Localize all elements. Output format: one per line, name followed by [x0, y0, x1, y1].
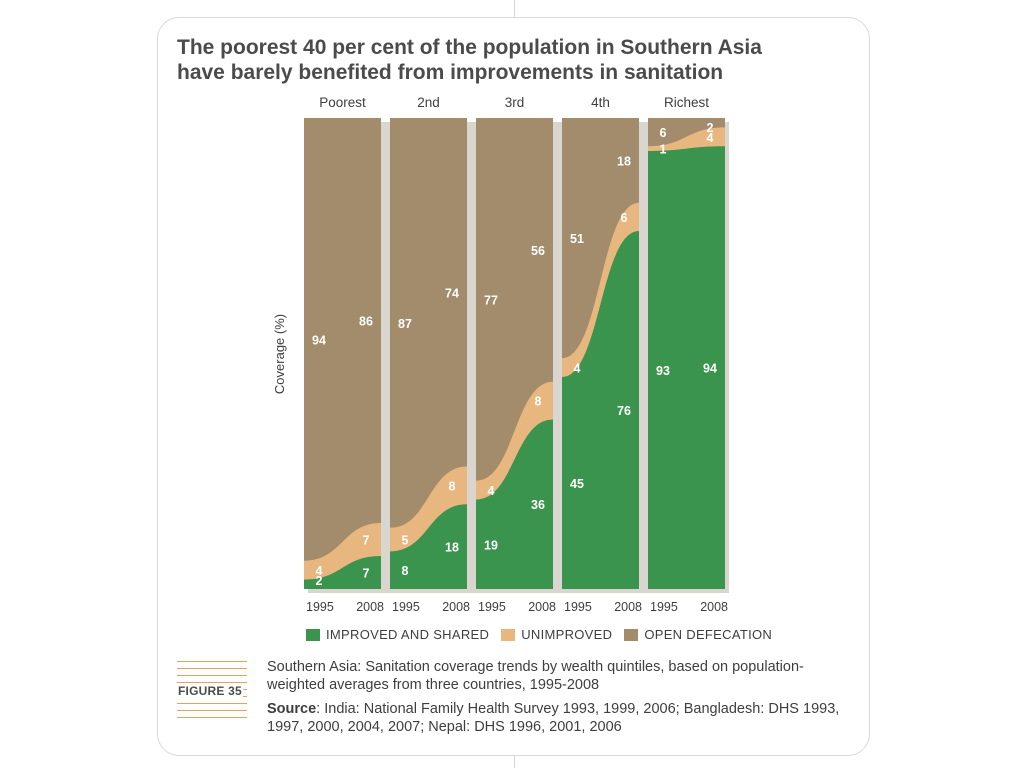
- panel-2nd: [390, 118, 467, 589]
- x-tick-richest-1995: 1995: [650, 600, 678, 614]
- legend-label-improved: IMPROVED AND SHARED: [326, 627, 490, 642]
- data-label-3rd-1995-unimproved: 4: [488, 484, 495, 498]
- page-divider-bottom: [514, 756, 515, 768]
- panel-label-richest: Richest: [664, 95, 709, 110]
- area-poorest-open-defecation: [304, 118, 381, 589]
- data-label-4th-1995-open-defecation: 51: [570, 232, 584, 246]
- figure-caption: Southern Asia: Sanitation coverage trend…: [267, 658, 857, 736]
- data-label-richest-2008-unimproved: 4: [707, 131, 714, 145]
- legend-swatch-unimproved: [501, 628, 516, 641]
- area-richest-improved-and-shared: [648, 146, 725, 589]
- data-label-3rd-1995-improved-and-shared: 19: [484, 538, 498, 552]
- y-axis-label: Coverage (%): [272, 314, 287, 394]
- panel-richest: [648, 118, 725, 590]
- source-text: : India: National Family Health Survey 1…: [267, 701, 840, 735]
- area-4th-improved-and-shared: [562, 231, 639, 590]
- x-tick-poorest-1995: 1995: [306, 600, 334, 614]
- data-label-poorest-2008-open-defecation: 86: [359, 315, 373, 329]
- x-tick-richest-2008: 2008: [700, 600, 728, 614]
- data-label-3rd-2008-open-defecation: 56: [531, 244, 545, 258]
- data-label-2nd-2008-improved-and-shared: 18: [445, 541, 459, 555]
- source-label: Source: [267, 701, 317, 717]
- data-label-richest-1995-unimproved: 1: [660, 143, 667, 157]
- data-label-richest-2008-open-defecation: 2: [707, 121, 714, 135]
- legend-swatch-open-defecation: [624, 628, 639, 641]
- x-tick-4th-2008: 2008: [614, 600, 642, 614]
- page-divider-top: [514, 0, 515, 17]
- legend-item-improved: IMPROVED AND SHARED: [306, 627, 489, 642]
- legend-label-open-defecation: OPEN DEFECATION: [644, 627, 773, 642]
- legend-item-unimproved: UNIMPROVED: [501, 627, 612, 642]
- data-label-poorest-2008-unimproved: 7: [363, 534, 370, 548]
- panel-label-poorest: Poorest: [319, 95, 366, 110]
- data-label-2nd-1995-open-defecation: 87: [398, 317, 412, 331]
- data-label-3rd-1995-open-defecation: 77: [484, 293, 498, 307]
- data-label-richest-1995-improved-and-shared: 93: [656, 364, 670, 378]
- data-label-4th-2008-open-defecation: 18: [617, 154, 631, 168]
- data-label-richest-2008-improved-and-shared: 94: [703, 362, 717, 376]
- data-label-4th-2008-improved-and-shared: 76: [617, 404, 631, 418]
- area-3rd-improved-and-shared: [476, 419, 553, 589]
- data-label-2nd-1995-unimproved: 5: [402, 534, 409, 548]
- panel-label-2nd: 2nd: [417, 95, 440, 110]
- legend-item-open-defecation: OPEN DEFECATION: [624, 627, 772, 642]
- panel-3rd: [476, 118, 553, 589]
- panel-label-4th: 4th: [591, 95, 610, 110]
- data-label-poorest-2008-improved-and-shared: 7: [363, 567, 370, 581]
- data-label-poorest-1995-open-defecation: 94: [312, 333, 326, 347]
- data-label-richest-1995-open-defecation: 6: [660, 126, 667, 140]
- data-label-4th-2008-unimproved: 6: [621, 211, 628, 225]
- data-label-2nd-2008-open-defecation: 74: [445, 286, 459, 300]
- legend-swatch-improved: [306, 628, 320, 641]
- chart-title-line-2: have barely benefited from improvements …: [177, 61, 724, 84]
- x-tick-2nd-1995: 1995: [392, 600, 420, 614]
- data-label-2nd-1995-improved-and-shared: 8: [402, 564, 409, 578]
- data-label-2nd-2008-unimproved: 8: [449, 479, 456, 493]
- legend-label-unimproved: UNIMPROVED: [521, 627, 613, 642]
- source-note: Source: India: National Family Health Su…: [267, 700, 857, 736]
- x-tick-2nd-2008: 2008: [442, 600, 470, 614]
- x-tick-3rd-1995: 1995: [478, 600, 506, 614]
- area-poorest-improved-and-shared: [304, 556, 381, 589]
- chart-title: The poorest 40 per cent of the populatio…: [177, 35, 837, 85]
- panel-4th: [562, 118, 639, 590]
- area-2nd-improved-and-shared: [390, 504, 467, 589]
- data-label-poorest-1995-unimproved: 4: [316, 564, 323, 578]
- chart-title-line-1: The poorest 40 per cent of the populatio…: [177, 36, 762, 59]
- chart-legend: IMPROVED AND SHARED UNIMPROVED OPEN DEFE…: [306, 627, 784, 642]
- x-tick-3rd-2008: 2008: [528, 600, 556, 614]
- data-label-3rd-2008-improved-and-shared: 36: [531, 498, 545, 512]
- caption-text: Southern Asia: Sanitation coverage trend…: [267, 659, 804, 693]
- panel-poorest: [304, 118, 381, 589]
- x-tick-poorest-2008: 2008: [356, 600, 384, 614]
- x-tick-4th-1995: 1995: [564, 600, 592, 614]
- data-label-4th-1995-improved-and-shared: 45: [570, 477, 584, 491]
- data-label-poorest-1995-improved-and-shared: 2: [316, 574, 323, 588]
- data-label-4th-1995-unimproved: 4: [574, 362, 581, 376]
- area-2nd-open-defecation: [390, 118, 467, 589]
- data-label-3rd-2008-unimproved: 8: [535, 395, 542, 409]
- figure-number: FIGURE 35: [177, 684, 243, 698]
- panel-label-3rd: 3rd: [505, 95, 525, 110]
